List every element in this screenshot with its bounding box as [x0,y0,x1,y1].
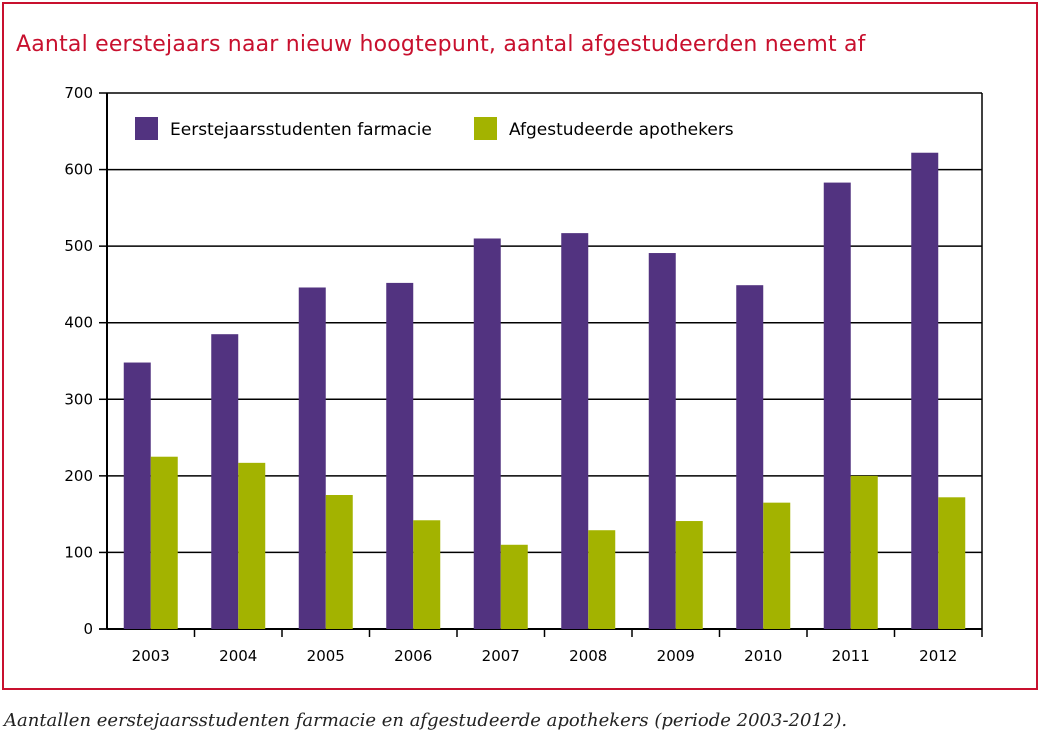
figure-caption: Aantallen eerstejaarsstudenten farmacie … [4,710,848,731]
y-tick-label: 0 [83,620,93,638]
bar-afgestudeerd [325,495,353,629]
bar-afgestudeerd [675,521,703,629]
x-tick-label: 2009 [657,647,695,665]
y-tick-label: 200 [64,467,93,485]
x-tick-label: 2006 [394,647,432,665]
bar-afgestudeerd [850,475,878,629]
x-tick-label: 2012 [919,647,957,665]
legend-label: Afgestudeerde apothekers [509,120,734,140]
bar-afgestudeerd [150,456,178,629]
y-tick-label: 400 [64,314,93,332]
bar-afgestudeerd [588,530,616,629]
x-tick-label: 2005 [307,647,345,665]
x-tick-label: 2008 [569,647,607,665]
bar-eerstejaars [386,282,414,629]
y-tick-label: 300 [64,390,93,408]
bar-eerstejaars [736,285,764,629]
bar-afgestudeerd [238,462,266,629]
chart-frame [2,2,1038,690]
x-tick-label: 2011 [832,647,870,665]
legend-swatch [135,117,158,140]
bar-afgestudeerd [413,520,441,629]
bar-eerstejaars [561,233,589,629]
bar-afgestudeerd [500,544,528,629]
bar-afgestudeerd [938,497,966,629]
bar-eerstejaars [473,238,501,629]
x-tick-label: 2004 [219,647,257,665]
legend-swatch [474,117,497,140]
bar-afgestudeerd [763,502,791,629]
bar-eerstejaars [298,287,326,629]
x-tick-label: 2007 [482,647,520,665]
x-tick-label: 2003 [132,647,170,665]
legend-label: Eerstejaarsstudenten farmacie [170,120,432,140]
y-tick-label: 600 [64,161,93,179]
chart-title: Aantal eerstejaars naar nieuw hoogtepunt… [16,32,866,57]
bar-eerstejaars [123,362,151,629]
bar-eerstejaars [648,253,676,629]
y-tick-label: 100 [64,543,93,561]
bar-eerstejaars [823,182,851,630]
y-tick-label: 500 [64,237,93,255]
x-tick-label: 2010 [744,647,782,665]
bar-eerstejaars [911,152,939,629]
bar-chart: 0 100 200 300 400 500 600 700 2003 2004 2005 2006 20… [64,84,983,665]
bar-eerstejaars [211,334,239,629]
y-tick-label: 700 [64,84,93,102]
